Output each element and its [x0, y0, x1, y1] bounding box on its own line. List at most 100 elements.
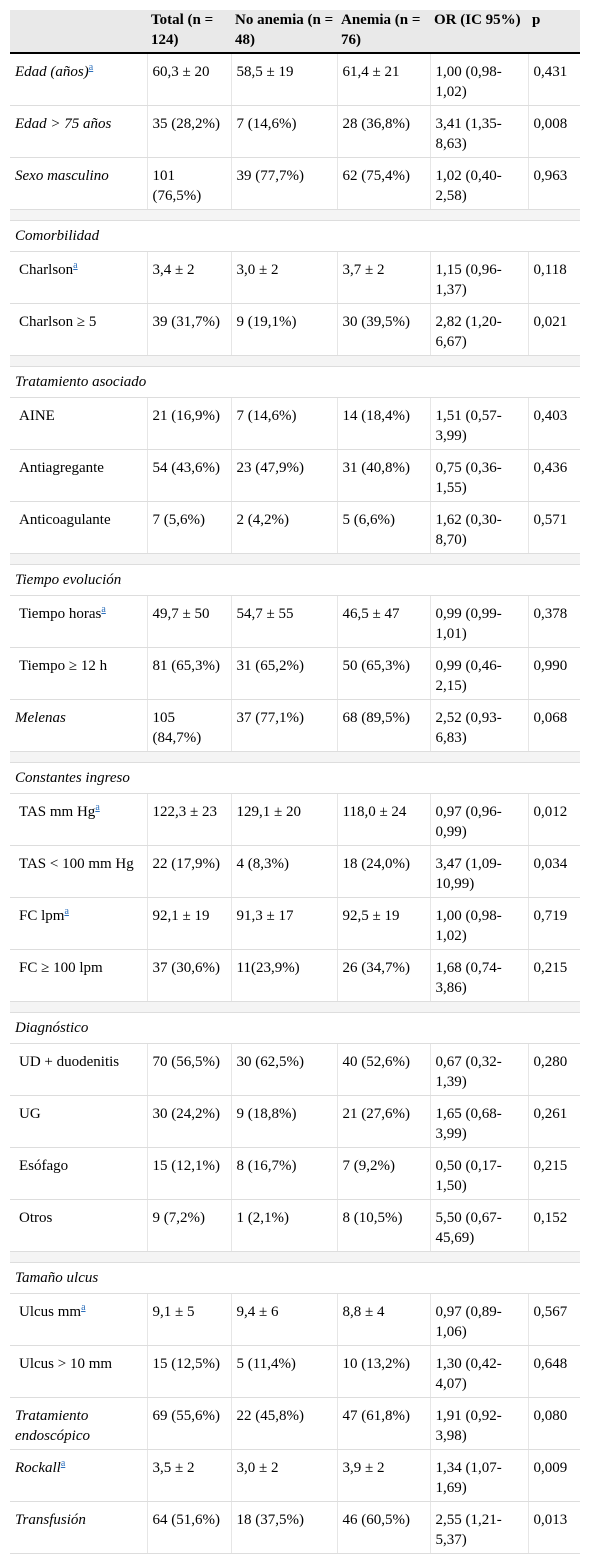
footnote-link[interactable]: a [73, 260, 78, 271]
row-label: Charlson ≥ 5 [10, 303, 147, 356]
section-title: Tamaño ulcus [10, 1262, 580, 1294]
row-label-text: Melenas [15, 710, 66, 726]
cell-p-value: 0,008 [527, 105, 580, 158]
cell-p-value: 0,719 [527, 897, 580, 950]
row-label: UG [10, 1095, 147, 1148]
row-label: Charlsona [10, 251, 147, 304]
cell-no-anemia: 23 (47,9%) [230, 449, 337, 502]
header-p-value: p [528, 10, 580, 54]
row-label: Otros [10, 1199, 147, 1252]
footnote-marker: a [89, 59, 93, 73]
cell-no-anemia: 8 (16,7%) [230, 1147, 337, 1200]
spacer-row [10, 1251, 580, 1263]
cell-or-ci: 1,34 (1,07-1,69) [429, 1449, 528, 1502]
cell-p-value: 0,990 [527, 647, 580, 700]
cell-or-ci: 5,50 (0,67-45,69) [429, 1199, 528, 1252]
section-title: Comorbilidad [10, 220, 580, 252]
cell-total: 3,4 ± 2 [146, 251, 231, 304]
table-header: Total (n = 124) No anemia (n = 48) Anemi… [10, 10, 580, 54]
spacer-row [10, 553, 580, 565]
row-label-text: Tratamiento endoscópico [15, 1408, 90, 1444]
cell-or-ci: 1,30 (0,42-4,07) [429, 1345, 528, 1398]
table-row: Edad > 75 años 35 (28,2%) 7 (14,6%) 28 (36,… [10, 105, 580, 158]
table-row: Melenas 105 (84,7%) 37 (77,1%) 68 (89,5%) 2,… [10, 699, 580, 752]
section-row: Tamaño ulcus [10, 1262, 580, 1294]
row-label: Tratamiento endoscópico [10, 1397, 147, 1450]
cell-p-value: 0,648 [527, 1345, 580, 1398]
footnote-link[interactable]: a [81, 1302, 86, 1313]
cell-or-ci: 0,99 (0,46-2,15) [429, 647, 528, 700]
table-row: Charlsona 3,4 ± 2 3,0 ± 2 3,7 ± 2 1,15 (0,96… [10, 251, 580, 304]
row-label: Edad (años)a [10, 53, 147, 106]
cell-total: 122,3 ± 23 [146, 793, 231, 846]
cell-anemia: 18 (24,0%) [336, 845, 430, 898]
section-row: Comorbilidad [10, 220, 580, 252]
footnote-link[interactable]: a [64, 906, 69, 917]
section-title: Tiempo evolución [10, 564, 580, 596]
spacer-cell [10, 1251, 580, 1263]
row-label: Esófago [10, 1147, 147, 1200]
cell-anemia: 61,4 ± 21 [336, 53, 430, 106]
cell-or-ci: 1,00 (0,98-1,02) [429, 53, 528, 106]
row-label-text: Ulcus > 10 mm [19, 1356, 113, 1372]
cell-p-value: 0,068 [527, 699, 580, 752]
table-row: UD + duodenitis 70 (56,5%) 30 (62,5%) 40 (5… [10, 1043, 580, 1096]
cell-anemia: 7 (9,2%) [336, 1147, 430, 1200]
cell-or-ci: 1,02 (0,40-2,58) [429, 157, 528, 210]
cell-or-ci: 0,75 (0,36-1,55) [429, 449, 528, 502]
cell-total: 15 (12,5%) [146, 1345, 231, 1398]
cell-no-anemia: 9 (18,8%) [230, 1095, 337, 1148]
row-label-text: Otros [19, 1210, 53, 1226]
footnote-link[interactable]: a [60, 1458, 66, 1469]
cell-p-value: 0,261 [527, 1095, 580, 1148]
cell-p-value: 0,567 [527, 1293, 580, 1346]
table-row: Charlson ≥ 5 39 (31,7%) 9 (19,1%) 30 (39,5%… [10, 303, 580, 356]
row-label-text: AINE [19, 408, 55, 424]
header-label-column [10, 10, 147, 54]
cell-total: 69 (55,6%) [146, 1397, 231, 1450]
row-label: Transfusión [10, 1501, 147, 1554]
cell-no-anemia: 4 (8,3%) [230, 845, 337, 898]
table-row: Tiempo horasa 49,7 ± 50 54,7 ± 55 46,5 ± 47… [10, 595, 580, 648]
cell-no-anemia: 54,7 ± 55 [230, 595, 337, 648]
cell-no-anemia: 30 (62,5%) [230, 1043, 337, 1096]
cell-no-anemia: 39 (77,7%) [230, 157, 337, 210]
section-title: Constantes ingreso [10, 762, 580, 794]
table-row: Tratamiento endoscópico 69 (55,6%) 22 (45,… [10, 1397, 580, 1450]
spacer-row [10, 355, 580, 367]
cell-or-ci: 2,52 (0,93-6,83) [429, 699, 528, 752]
row-label: TAS mm Hga [10, 793, 147, 846]
cell-no-anemia: 5 (11,4%) [230, 1345, 337, 1398]
spacer-row [10, 1001, 580, 1013]
row-label: FC lpma [10, 897, 147, 950]
row-label-text: Edad > 75 años [15, 116, 112, 132]
cell-or-ci: 2,82 (1,20-6,67) [429, 303, 528, 356]
row-label: Ulcus > 10 mm [10, 1345, 147, 1398]
row-label: Tiempo horasa [10, 595, 147, 648]
cell-p-value: 0,080 [527, 1397, 580, 1450]
row-label-text: Charlson ≥ 5 [19, 314, 97, 330]
cell-total: 30 (24,2%) [146, 1095, 231, 1148]
cell-total: 70 (56,5%) [146, 1043, 231, 1096]
table-row: Edad (años)a 60,3 ± 20 58,5 ± 19 61,4 ± 21 1… [10, 53, 580, 106]
footnote-link[interactable]: a [101, 604, 106, 615]
cell-p-value: 0,280 [527, 1043, 580, 1096]
footnote-link[interactable]: a [88, 62, 94, 73]
cell-total: 49,7 ± 50 [146, 595, 231, 648]
cell-total: 60,3 ± 20 [146, 53, 231, 106]
cell-anemia: 46,5 ± 47 [336, 595, 430, 648]
row-label-text: TAS mm Hg [19, 804, 96, 820]
cell-total: 54 (43,6%) [146, 449, 231, 502]
cell-no-anemia: 7 (14,6%) [230, 397, 337, 450]
header-total: Total (n = 124) [147, 10, 231, 54]
spacer-cell [10, 751, 580, 763]
footnote-marker: a [95, 799, 99, 813]
cell-total: 21 (16,9%) [146, 397, 231, 450]
table-row: Tiempo ≥ 12 h 81 (65,3%) 31 (65,2%) 50 (65,… [10, 647, 580, 700]
cell-no-anemia: 7 (14,6%) [230, 105, 337, 158]
table-row: Ulcus > 10 mm 15 (12,5%) 5 (11,4%) 10 (13,2… [10, 1345, 580, 1398]
cell-no-anemia: 91,3 ± 17 [230, 897, 337, 950]
cell-or-ci: 1,15 (0,96-1,37) [429, 251, 528, 304]
footnote-link[interactable]: a [95, 802, 100, 813]
cell-total: 64 (51,6%) [146, 1501, 231, 1554]
